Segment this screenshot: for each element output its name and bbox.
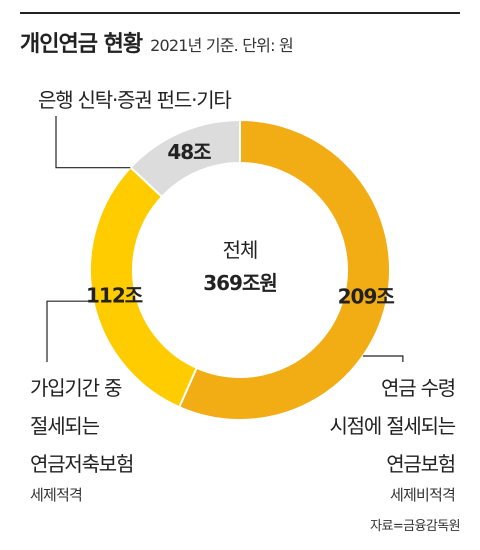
slice-label-savings-line2: 절세되는	[30, 414, 100, 438]
source-note: 자료=금융감독원	[370, 519, 460, 534]
slice-label-savings-line3: 연금저축보험	[30, 452, 134, 476]
chart-subtitle: 2021년 기준. 단위: 원	[150, 36, 294, 55]
center-total: 369조원	[203, 271, 277, 295]
leader-lines	[46, 116, 404, 362]
chart-header: 개인연금 현황 2021년 기준. 단위: 원	[20, 26, 294, 58]
leader-line-insurance	[362, 355, 404, 362]
slice-note-insurance: 세제비적격	[389, 486, 456, 504]
donut-slices	[89, 118, 391, 421]
slice-label-insurance-line2: 시점에 절세되는	[329, 414, 456, 438]
top-rule	[20, 12, 460, 14]
value-label: 48조	[167, 140, 211, 164]
slice-label-other: 은행 신탁·증권 펀드·기타	[38, 88, 232, 112]
slice-label-savings-line1: 가입기간 중	[30, 376, 122, 400]
value-label: 209조	[338, 285, 395, 309]
slice-label-insurance-line1: 연금 수령	[381, 376, 456, 400]
center-label: 전체	[223, 238, 258, 262]
slice-other	[129, 118, 241, 199]
slice-note-savings: 세제적격	[30, 486, 83, 504]
slice-insurance	[177, 118, 391, 421]
chart-title: 개인연금 현황	[20, 32, 143, 57]
leader-line-savings	[46, 300, 94, 362]
slice-label-insurance-line3: 연금보험	[386, 452, 456, 476]
value-label: 112조	[86, 284, 143, 308]
leader-line-other	[55, 116, 131, 169]
slice-savings	[89, 165, 198, 409]
value-labels: 209조 112조 48조	[86, 140, 395, 309]
